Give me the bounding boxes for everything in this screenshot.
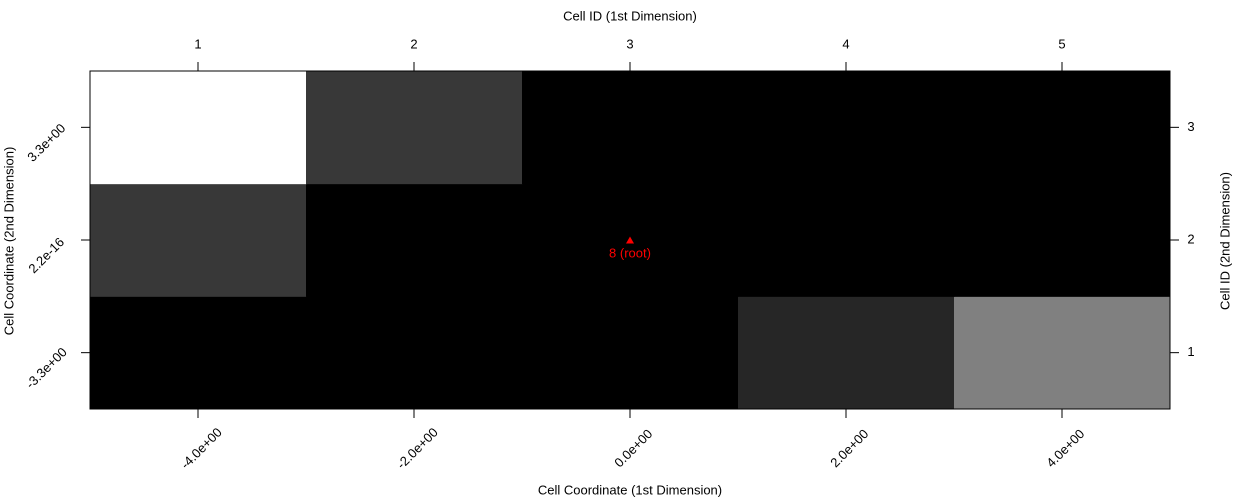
x2-tick-label: 5 bbox=[1058, 36, 1065, 51]
x-tick-label: 2.0e+00 bbox=[827, 426, 871, 470]
x2-tick-label: 1 bbox=[194, 36, 201, 51]
heat-cell bbox=[90, 71, 307, 185]
heat-cell bbox=[306, 183, 523, 297]
y-axis-title: Cell Coordinate (2nd Dimension) bbox=[1, 147, 16, 336]
x2-tick-label: 3 bbox=[626, 36, 633, 51]
heat-cell bbox=[522, 296, 739, 410]
x2-tick-label: 4 bbox=[842, 36, 849, 51]
heat-cell bbox=[522, 71, 739, 185]
heat-cell bbox=[738, 296, 955, 410]
heat-cell bbox=[954, 296, 1171, 410]
x2-axis-title: Cell ID (1st Dimension) bbox=[563, 8, 697, 23]
heat-cell bbox=[738, 183, 955, 297]
y-tick-label: 2.2e-16 bbox=[25, 234, 67, 276]
y2-tick-label: 2 bbox=[1187, 231, 1194, 246]
heat-cell bbox=[90, 183, 307, 297]
heat-cell bbox=[738, 71, 955, 185]
annotation-marker bbox=[626, 236, 634, 244]
heat-cell bbox=[954, 183, 1171, 297]
y-tick-label: -3.3e+00 bbox=[23, 344, 70, 391]
x-tick-label: 4.0e+00 bbox=[1043, 426, 1087, 470]
heat-cell bbox=[306, 296, 523, 410]
y2-axis-title: Cell ID (2nd Dimension) bbox=[1217, 172, 1232, 310]
x-tick-label: 0.0e+00 bbox=[611, 426, 655, 470]
x-tick-label: -2.0e+00 bbox=[394, 425, 441, 472]
y2-tick-label: 3 bbox=[1187, 119, 1194, 134]
x-axis-title: Cell Coordinate (1st Dimension) bbox=[538, 482, 722, 497]
heat-cell bbox=[306, 71, 523, 185]
heat-cell bbox=[954, 71, 1171, 185]
x-tick-label: -4.0e+00 bbox=[178, 425, 225, 472]
x2-tick-label: 2 bbox=[410, 36, 417, 51]
y-tick-label: 3.3e+00 bbox=[24, 121, 68, 165]
y2-tick-label: 1 bbox=[1187, 344, 1194, 359]
heat-cell bbox=[90, 296, 307, 410]
annotation-label: 8 (root) bbox=[609, 245, 651, 260]
